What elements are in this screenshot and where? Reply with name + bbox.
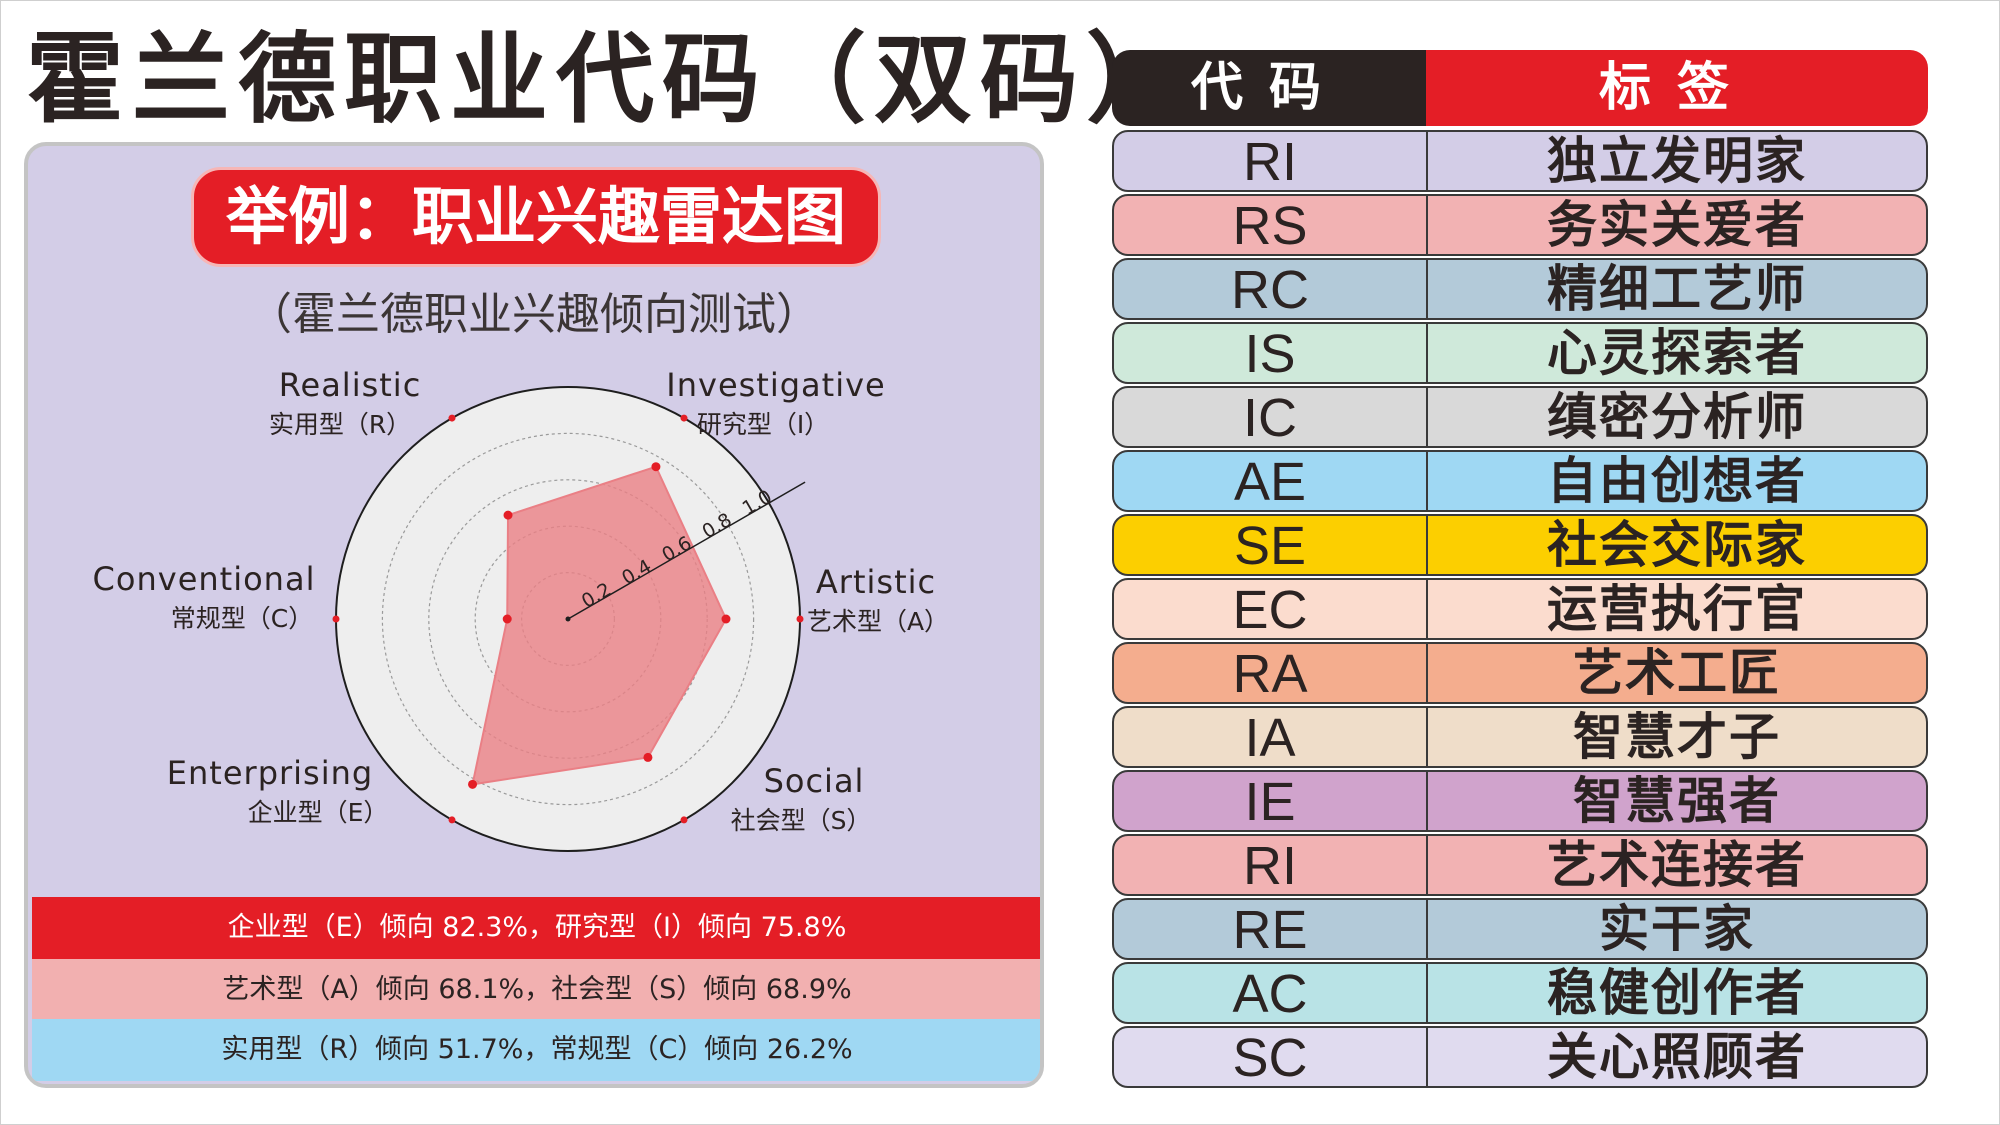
axis-label-cn: 企业型（E） (248, 798, 389, 827)
row-code: RC (1114, 260, 1428, 318)
axis-label-en: Enterprising (167, 754, 373, 792)
table-row: RC 精细工艺师 (1112, 258, 1928, 320)
row-label: 艺术工匠 (1573, 643, 1781, 702)
table-row: RA 艺术工匠 (1112, 642, 1928, 704)
axis-label-cn: 实用型（R） (269, 410, 411, 439)
radar-data-point (503, 510, 513, 520)
axis-label-cn: 社会型（S） (731, 806, 872, 835)
header-code: 代码 (1112, 50, 1426, 126)
radar-data-point (502, 614, 512, 624)
radar-chart: 0.20.40.60.81.0Realistic实用型（R）Investigat… (93, 366, 949, 852)
radar-axis-marker (448, 414, 456, 422)
radar-axis-marker (448, 816, 456, 824)
stat-row-2: 艺术型（A）倾向 68.1%，社会型（S）倾向 68.9% (32, 959, 1040, 1021)
table-row: IS 心灵探索者 (1112, 322, 1928, 384)
table-row: SC 关心照顾者 (1112, 1026, 1928, 1088)
axis-label-en: Artistic (816, 563, 936, 601)
axis-label-en: Conventional (93, 560, 316, 598)
radial-axis-line (567, 481, 806, 620)
row-label: 实干家 (1599, 899, 1755, 958)
radar-axis-marker (796, 615, 804, 623)
table-row: IE 智慧强者 (1112, 770, 1928, 832)
table-row: RI 独立发明家 (1112, 130, 1928, 192)
table-row: EC 运营执行官 (1112, 578, 1928, 640)
row-code: RA (1114, 644, 1428, 702)
axis-label-cn: 艺术型（A） (807, 607, 949, 636)
row-label: 社会交际家 (1547, 515, 1807, 574)
row-label: 关心照顾者 (1547, 1027, 1807, 1086)
radar-subtitle: （霍兰德职业兴趣倾向测试） (248, 289, 820, 340)
row-label: 务实关爱者 (1547, 195, 1807, 254)
row-label: 心灵探索者 (1547, 323, 1807, 382)
radar-data-point (651, 462, 661, 472)
header-label: 标签 (1426, 50, 1928, 126)
table-header: 代码 标签 (1112, 50, 1928, 126)
radar-panel: 举例：职业兴趣雷达图 （霍兰德职业兴趣倾向测试） 0.2 0.4 0.6 0.8 1.0… (24, 142, 1044, 1088)
radar-axis-marker (332, 615, 340, 623)
row-label: 自由创想者 (1547, 451, 1807, 510)
table-row: SE 社会交际家 (1112, 514, 1928, 576)
row-label: 智慧才子 (1573, 707, 1781, 766)
example-banner: 举例：职业兴趣雷达图 (191, 167, 881, 267)
table-row: RS 务实关爱者 (1112, 194, 1928, 256)
row-code: RE (1114, 900, 1428, 958)
row-label: 智慧强者 (1573, 771, 1781, 830)
row-code: RI (1114, 836, 1428, 894)
radar-data-point (643, 752, 653, 762)
radar-axis-marker (680, 816, 688, 824)
table-row: RE 实干家 (1112, 898, 1928, 960)
axis-label-en: Investigative (666, 366, 885, 404)
radar-data-point (468, 779, 478, 789)
row-code: SC (1114, 1028, 1428, 1086)
row-code: IC (1114, 388, 1428, 446)
radar-center (565, 616, 571, 622)
row-code: AC (1114, 964, 1428, 1022)
table-row: RI 艺术连接者 (1112, 834, 1928, 896)
row-code: IE (1114, 772, 1428, 830)
row-code: IS (1114, 324, 1428, 382)
row-label: 缜密分析师 (1547, 387, 1807, 446)
axis-label-cn: 常规型（C） (171, 604, 313, 633)
table-row: IA 智慧才子 (1112, 706, 1928, 768)
row-label: 独立发明家 (1547, 131, 1807, 190)
axis-label-en: Realistic (279, 366, 422, 404)
row-code: IA (1114, 708, 1428, 766)
stat-row-3: 实用型（R）倾向 51.7%，常规型（C）倾向 26.2% (32, 1019, 1040, 1081)
row-label: 艺术连接者 (1547, 835, 1807, 894)
row-code: RI (1114, 132, 1428, 190)
row-label: 精细工艺师 (1547, 259, 1807, 318)
row-label: 运营执行官 (1547, 579, 1807, 638)
row-code: AE (1114, 452, 1428, 510)
stat-row-1: 企业型（E）倾向 82.3%，研究型（I）倾向 75.8% (32, 897, 1040, 959)
axis-label-cn: 研究型（I） (697, 410, 829, 439)
row-label: 稳健创作者 (1547, 963, 1807, 1022)
radar-data-point (721, 614, 731, 624)
row-code: RS (1114, 196, 1428, 254)
radar-grid-ring (381, 432, 755, 806)
row-code: EC (1114, 580, 1428, 638)
table-row: AC 稳健创作者 (1112, 962, 1928, 1024)
table-row: AE 自由创想者 (1112, 450, 1928, 512)
axis-label-en: Social (764, 762, 865, 800)
page-title: 霍兰德职业代码（双码） (26, 23, 1193, 137)
row-code: SE (1114, 516, 1428, 574)
radar-axis-marker (680, 414, 688, 422)
table-row: IC 缜密分析师 (1112, 386, 1928, 448)
